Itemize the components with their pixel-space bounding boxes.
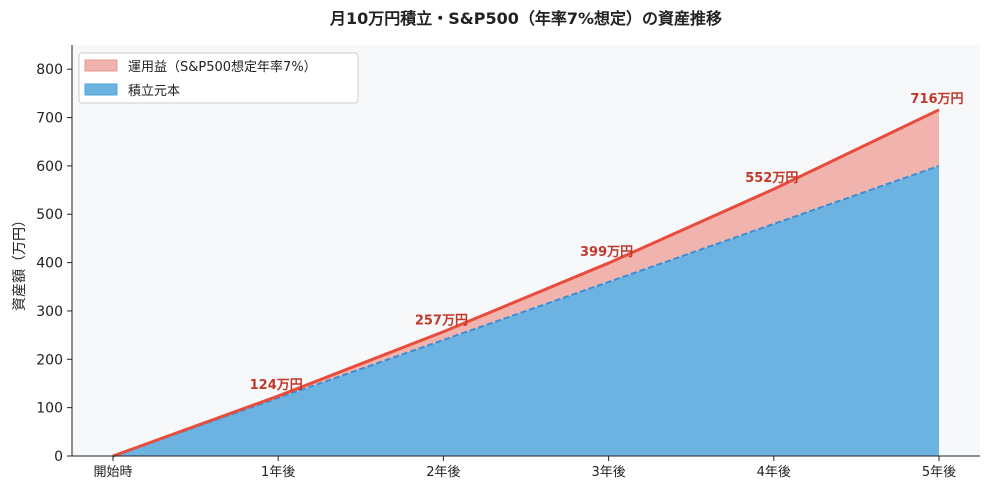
area-principal: [113, 165, 939, 456]
y-tick-label: 400: [36, 256, 63, 272]
data-label: 399万円: [580, 245, 633, 260]
line-total: [112, 108, 940, 458]
chart-title: 月10万円積立・S&P500（年率7%想定）の資産推移: [329, 9, 722, 28]
y-tick-label: 100: [36, 401, 63, 417]
y-tick-label: 800: [36, 62, 63, 78]
y-tick-label: 300: [36, 304, 63, 320]
y-tick-label: 600: [36, 159, 63, 175]
legend-label-profit: 運用益（S&P500想定年率7%）: [128, 59, 317, 75]
data-label: 257万円: [415, 314, 468, 329]
y-tick-label: 500: [36, 207, 63, 223]
data-label: 552万円: [745, 171, 798, 186]
data-label: 716万円: [910, 92, 963, 107]
legend-swatch-principal: [84, 83, 118, 96]
legend-box: [78, 52, 359, 104]
x-tick-label: 開始時: [93, 465, 132, 480]
legend-swatch-profit: [84, 59, 118, 72]
legend-label-principal: 積立元本: [128, 84, 180, 99]
y-tick-label: 0: [54, 449, 63, 465]
data-label: 124万円: [250, 378, 303, 393]
x-tick-label: 3年後: [591, 465, 625, 480]
x-tick-label: 2年後: [426, 465, 460, 480]
x-tick-label: 1年後: [261, 465, 295, 480]
y-tick-label: 700: [36, 111, 63, 127]
x-tick-label: 5年後: [922, 465, 956, 480]
legend: 運用益（S&P500想定年率7%） 積立元本: [78, 52, 359, 104]
y-tick-label: 200: [36, 352, 63, 368]
x-tick-label: 4年後: [757, 465, 791, 480]
line-principal: [112, 164, 940, 457]
y-axis-label: 資産額（万円）: [12, 213, 28, 311]
